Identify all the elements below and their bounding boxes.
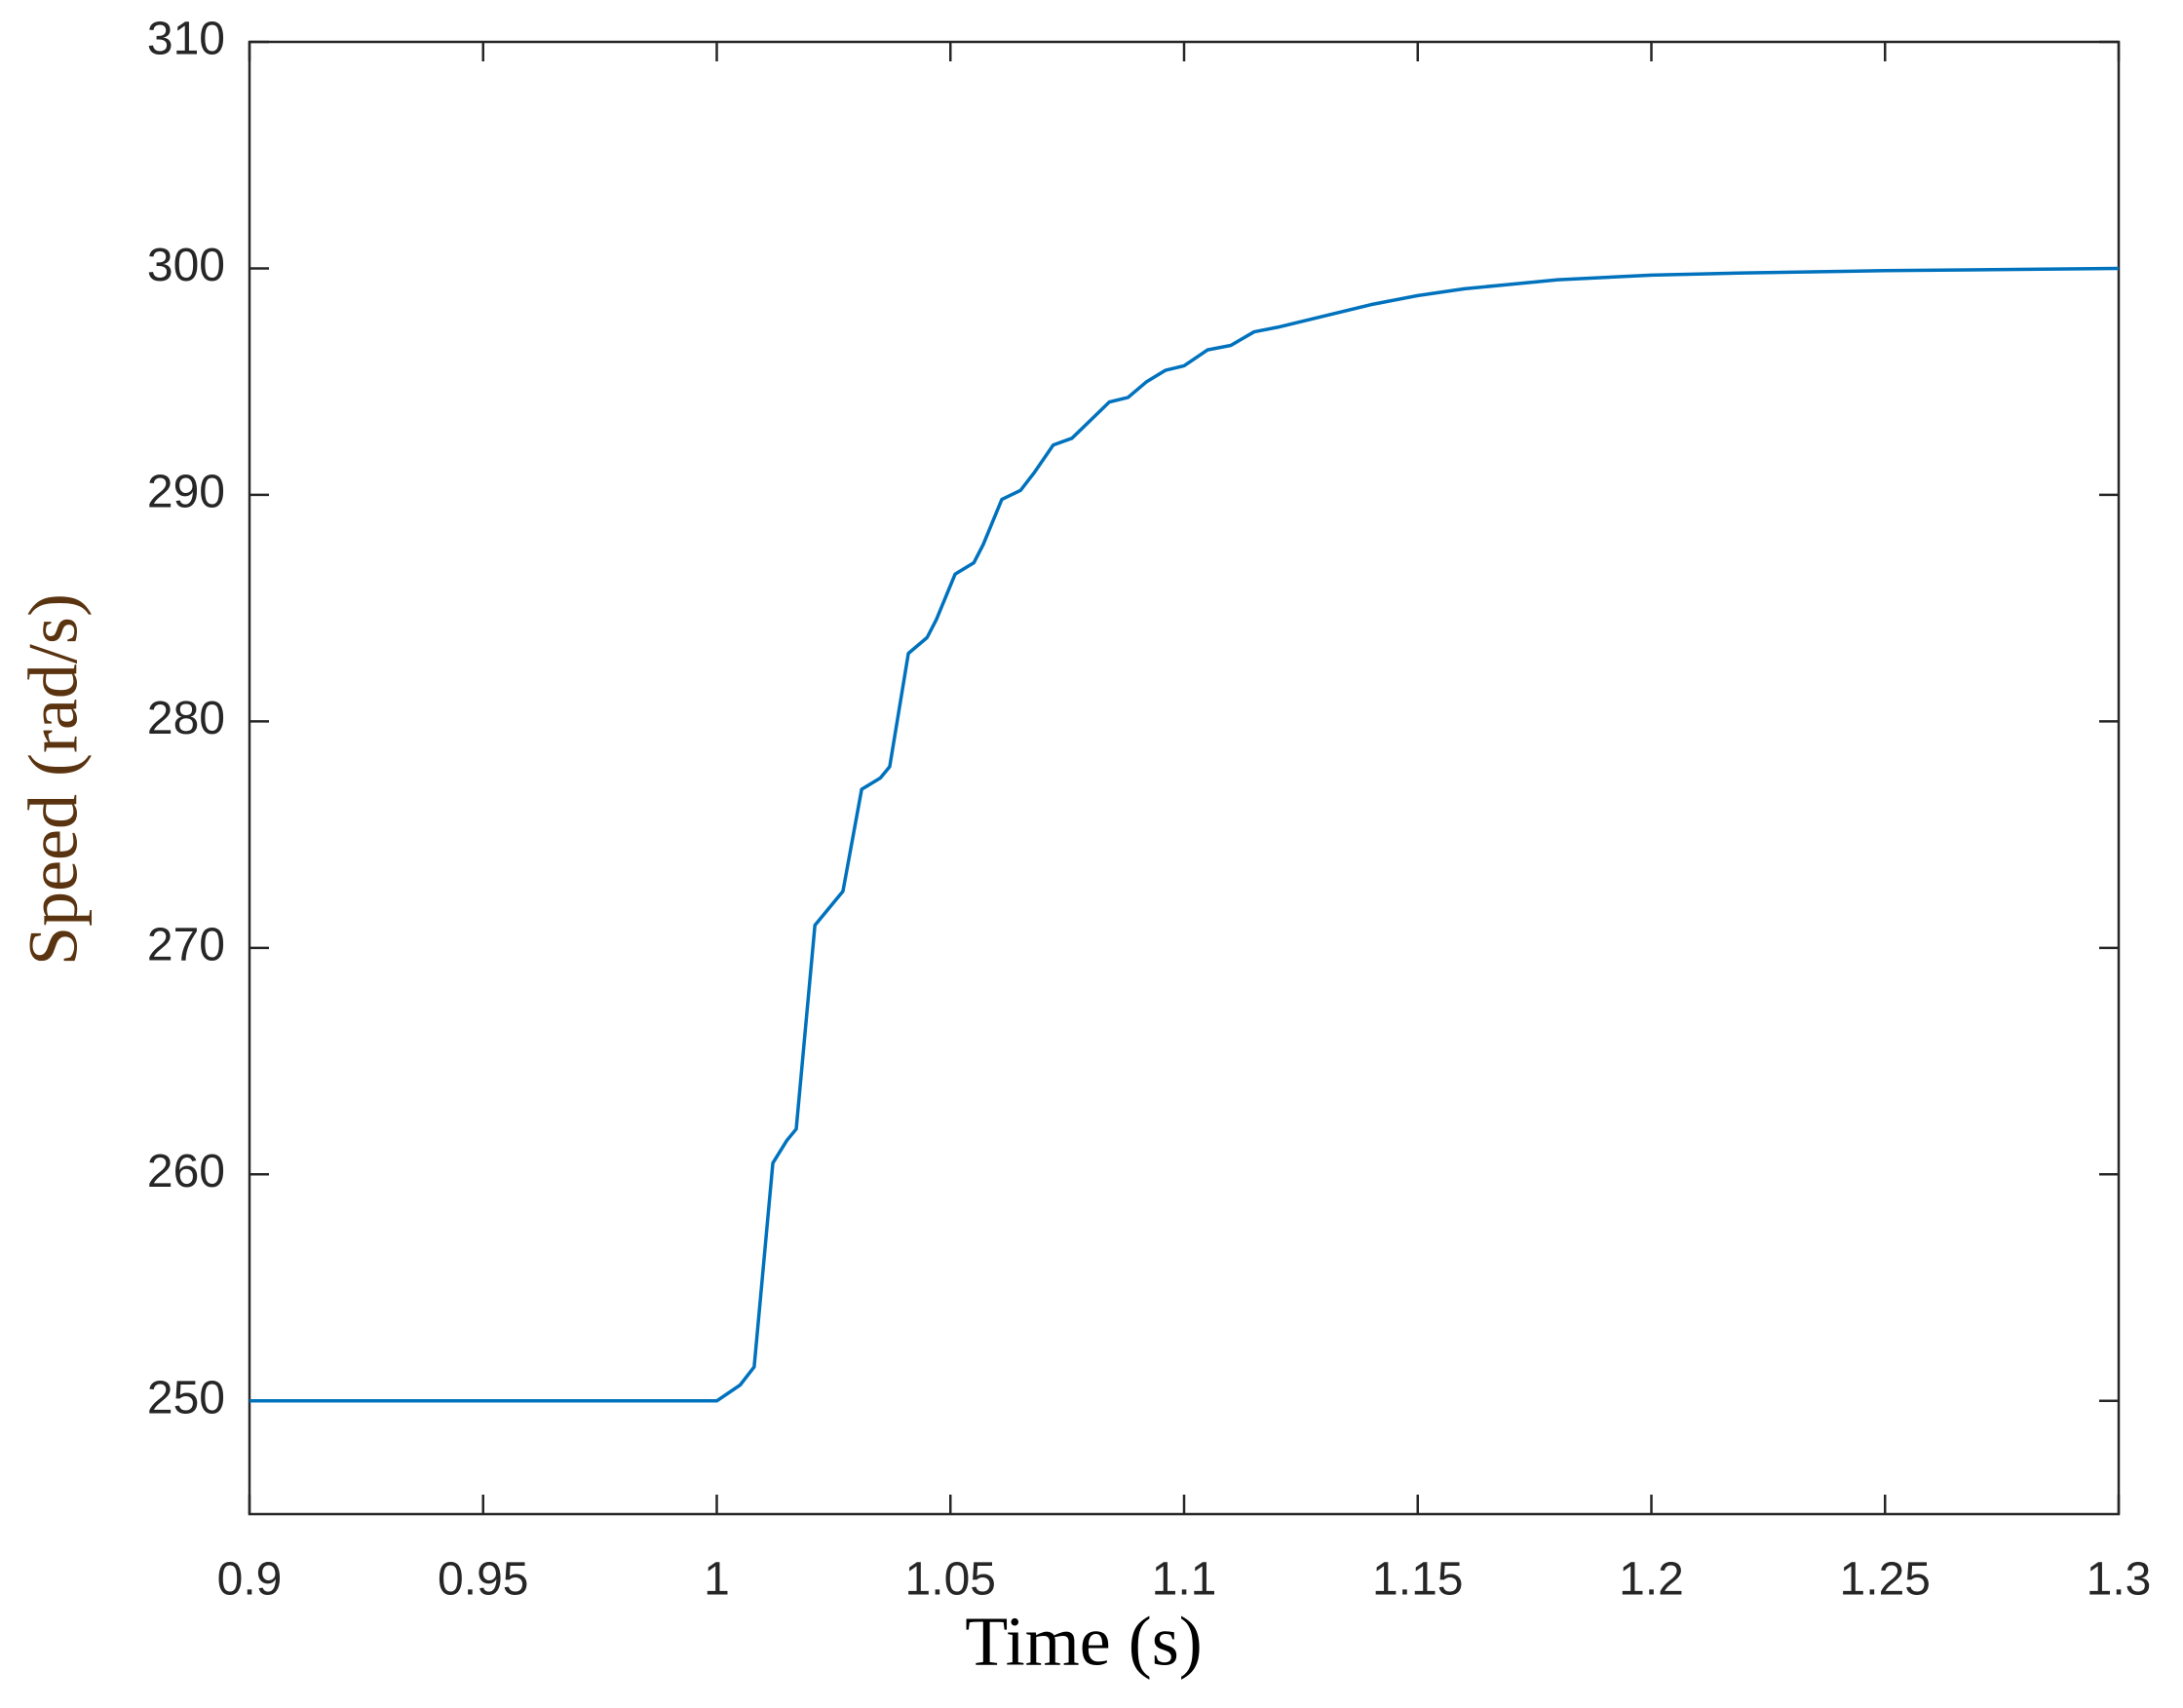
x-tick-label: 1.1 — [1152, 1554, 1217, 1606]
x-tick-label: 1.15 — [1372, 1554, 1463, 1606]
y-tick-label: 260 — [147, 1146, 225, 1197]
x-tick-label: 1.25 — [1840, 1554, 1931, 1606]
x-tick-label: 1 — [704, 1554, 730, 1606]
x-tick-label: 1.3 — [2087, 1554, 2152, 1606]
y-tick-label: 290 — [147, 467, 225, 518]
x-tick-label: 0.9 — [217, 1554, 283, 1606]
y-tick-label: 270 — [147, 920, 225, 971]
y-axis-label: Speed (rad/s) — [15, 593, 93, 966]
x-tick-label: 0.95 — [438, 1554, 528, 1606]
data-line — [249, 266, 2120, 1403]
x-tick-label: 1.05 — [905, 1554, 996, 1606]
y-tick-label: 310 — [147, 14, 225, 65]
x-tick-label: 1.2 — [1619, 1554, 1684, 1606]
y-tick-label: 250 — [147, 1372, 225, 1423]
y-tick-label: 280 — [147, 693, 225, 744]
plot-frame — [248, 40, 2121, 1516]
x-axis-label: Time (s) — [965, 1603, 1202, 1681]
y-tick-label: 300 — [147, 240, 225, 291]
